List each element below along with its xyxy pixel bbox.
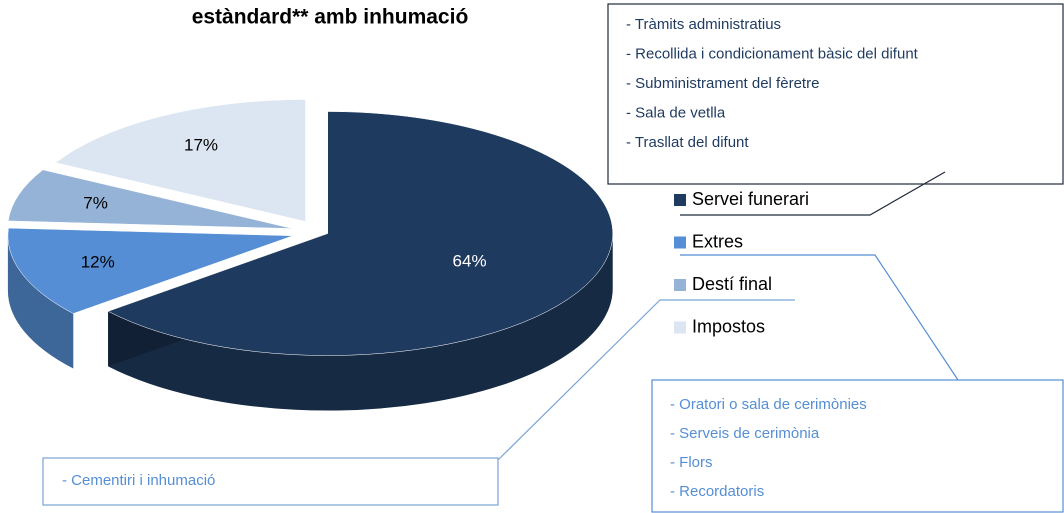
legend: Servei funerari Extres Destí final Impostos bbox=[674, 189, 809, 336]
leader-line bbox=[680, 254, 959, 381]
legend-label: Impostos bbox=[692, 316, 765, 336]
legend-label: Extres bbox=[692, 231, 743, 251]
callout-item: - Trasllat del difunt bbox=[626, 134, 749, 151]
callout-item: - Flors bbox=[670, 454, 713, 471]
callout-item: - Subministrament del fèretre bbox=[626, 75, 819, 92]
callout-item: - Cementiri i inhumació bbox=[62, 472, 215, 489]
pie-slice-side bbox=[7, 235, 74, 369]
annotations: - Tràmits administratius - Recollida i co… bbox=[62, 16, 919, 500]
callout-item: - Recordatoris bbox=[670, 483, 764, 500]
callout-item: - Recollida i condicionament bàsic del d… bbox=[626, 45, 919, 62]
data-label: 12% bbox=[81, 252, 115, 271]
callout-box bbox=[607, 3, 1064, 185]
callout-item: - Tràmits administratius bbox=[626, 16, 781, 33]
callout-item: - Oratori o sala de cerimònies bbox=[670, 396, 867, 413]
chart-title: estàndard** amb inhumació bbox=[192, 6, 469, 29]
legend-swatch bbox=[674, 194, 686, 206]
data-label: 17% bbox=[184, 135, 218, 154]
legend-label: Destí final bbox=[692, 274, 772, 294]
data-label: 64% bbox=[453, 252, 487, 271]
legend-swatch bbox=[674, 236, 686, 249]
leader-line bbox=[680, 171, 946, 216]
callout-item: - Sala de vetlla bbox=[626, 104, 726, 121]
callout-box bbox=[651, 379, 1064, 513]
pie-slice bbox=[7, 169, 293, 229]
legend-swatch bbox=[674, 279, 686, 291]
data-label: 7% bbox=[83, 194, 108, 213]
leader-line bbox=[497, 299, 795, 461]
pie: 64% 12% 7% 17% bbox=[7, 99, 613, 411]
pie-slice bbox=[55, 99, 306, 222]
callout-item: - Serveis de cerimònia bbox=[670, 425, 820, 442]
pie-slice bbox=[7, 227, 293, 314]
legend-swatch bbox=[674, 321, 686, 334]
legend-label: Servei funerari bbox=[692, 189, 809, 209]
pie-slice-side bbox=[108, 233, 613, 411]
callout-box bbox=[42, 457, 499, 506]
pie-slice bbox=[107, 111, 613, 356]
